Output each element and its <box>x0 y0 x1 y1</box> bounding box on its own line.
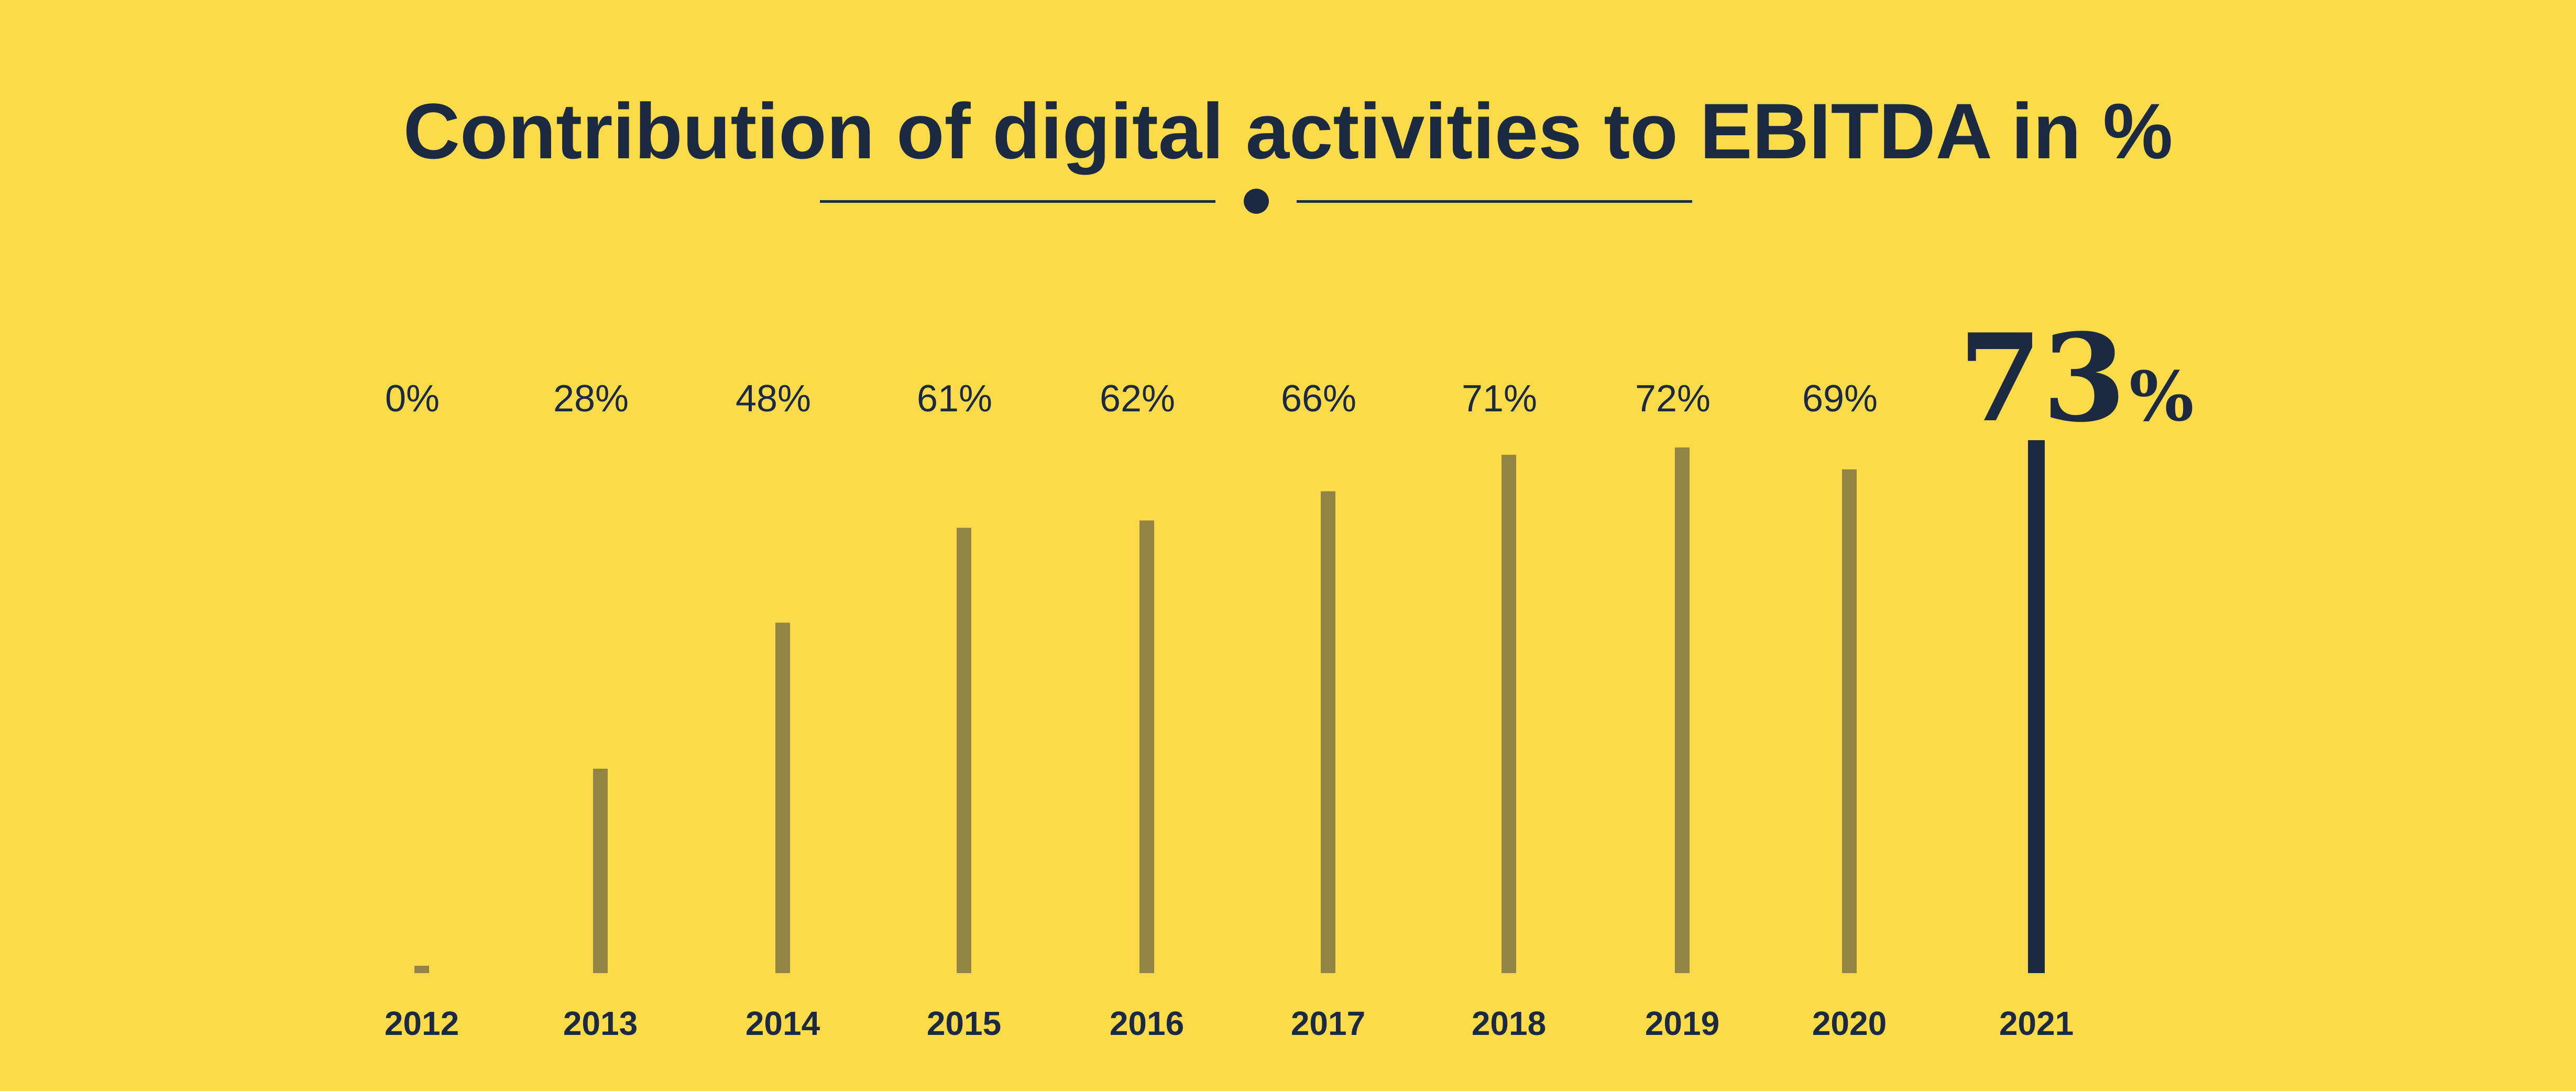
data-label-2015: 61% <box>917 378 992 420</box>
bar-2016 <box>1139 520 1154 973</box>
x-tick-label-2017: 2017 <box>1291 1005 1365 1042</box>
title-divider-dot <box>1244 189 1269 214</box>
bar-2021 <box>2028 440 2045 973</box>
bar-2012 <box>414 966 429 973</box>
bar-2019 <box>1675 447 1690 973</box>
x-tick-label-2014: 2014 <box>746 1005 820 1042</box>
x-tick-label-2016: 2016 <box>1110 1005 1184 1042</box>
data-label-2019: 72% <box>1635 378 1711 420</box>
x-tick-label-2015: 2015 <box>927 1005 1001 1042</box>
data-label-2021: 73% <box>1958 308 2194 449</box>
x-tick-label-2020: 2020 <box>1812 1005 1887 1042</box>
bar-2017 <box>1321 491 1335 973</box>
bar-2013 <box>593 768 608 973</box>
highlight-unit: % <box>2129 356 2194 437</box>
data-label-2017: 66% <box>1281 378 1356 420</box>
bar-2020 <box>1842 469 1857 973</box>
x-tick-label-2013: 2013 <box>563 1005 638 1042</box>
data-label-2018: 71% <box>1462 378 1537 420</box>
data-label-2013: 28% <box>553 378 629 420</box>
x-tick-label-2012: 2012 <box>385 1005 459 1042</box>
x-tick-label-2019: 2019 <box>1645 1005 1719 1042</box>
bar-2015 <box>957 528 971 973</box>
data-label-2016: 62% <box>1100 378 1175 420</box>
x-tick-label-2021: 2021 <box>1999 1005 2074 1042</box>
data-label-2012: 0% <box>385 378 440 420</box>
title-divider-right <box>1297 200 1692 203</box>
data-label-2020: 69% <box>1802 378 1878 420</box>
title-divider-left <box>820 200 1215 203</box>
data-label-2014: 48% <box>736 378 811 420</box>
highlight-value: 73 <box>1958 308 2126 449</box>
chart-title: Contribution of digital activities to EB… <box>403 87 2173 175</box>
x-tick-label-2018: 2018 <box>1472 1005 1546 1042</box>
bar-2014 <box>775 623 790 973</box>
bar-2018 <box>1501 454 1516 973</box>
